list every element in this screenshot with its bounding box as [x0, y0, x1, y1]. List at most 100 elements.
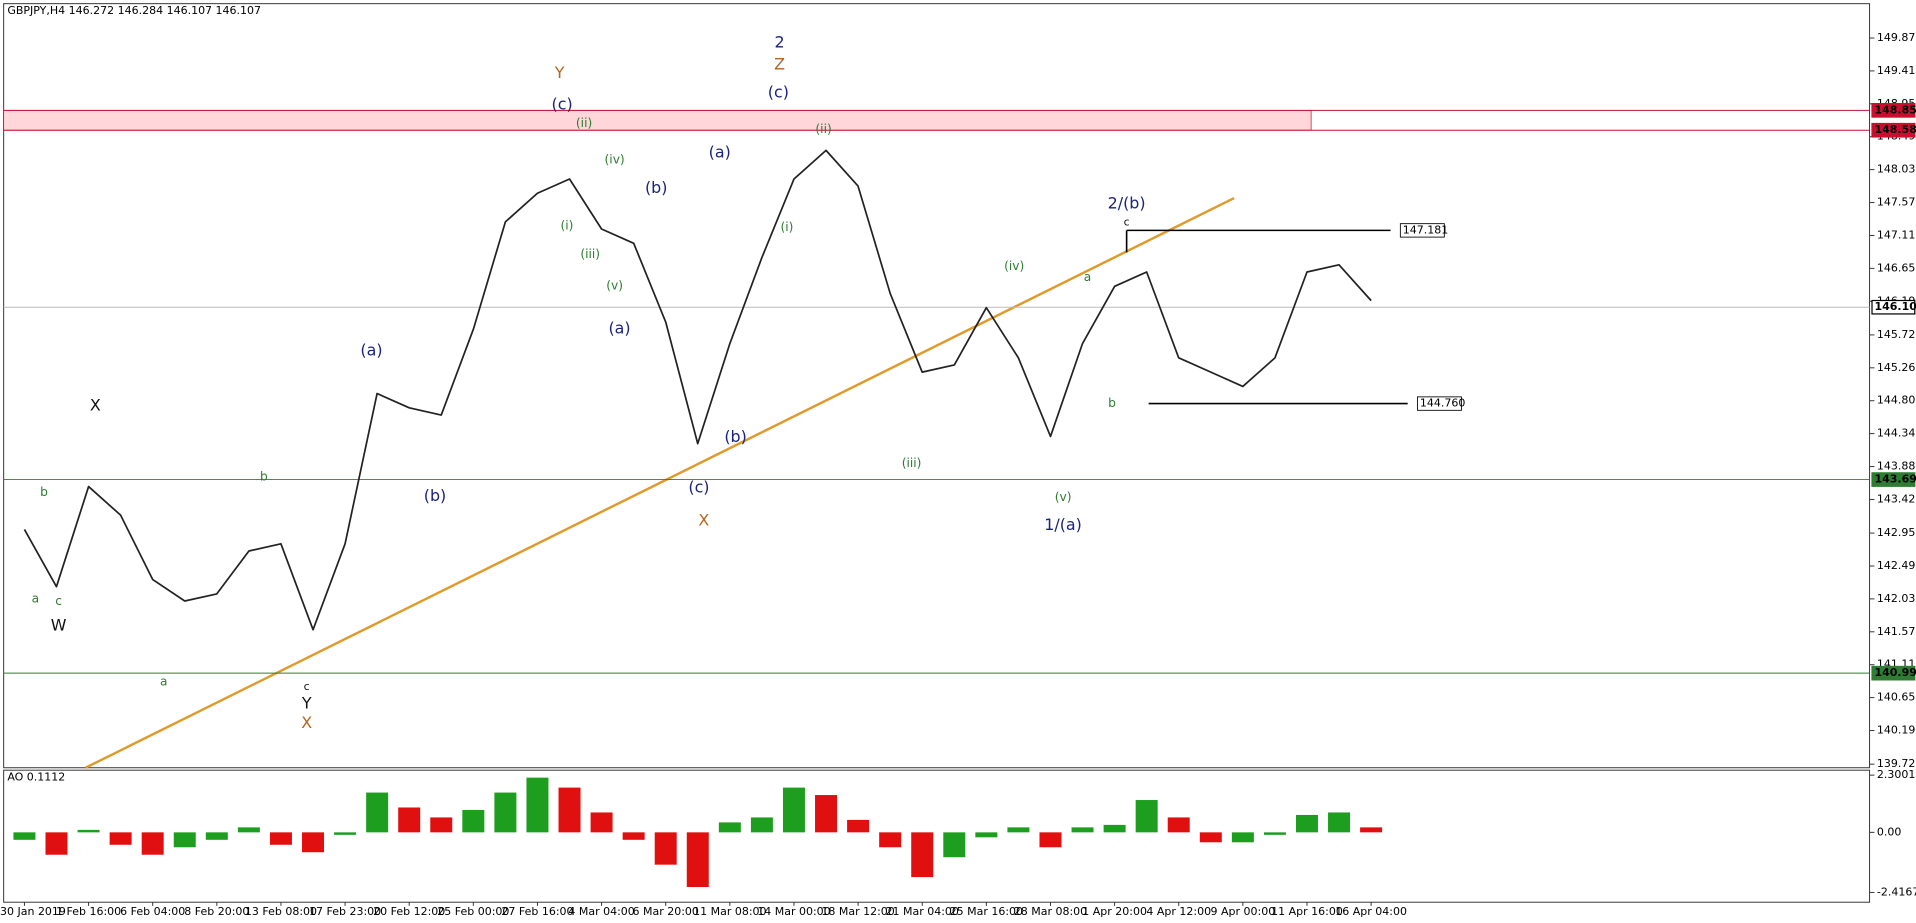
x-tick-label: 30 Jan 2019 — [0, 905, 66, 918]
wave-label: b — [40, 485, 48, 499]
ao-bar — [622, 832, 645, 840]
x-tick-label: 11 Mar 08:00 — [693, 905, 766, 918]
wave-label: c — [1124, 215, 1130, 228]
y-tick-label: 140.650 — [1877, 691, 1916, 704]
wave-label: (b) — [724, 427, 746, 446]
wave-label: (b) — [424, 486, 446, 505]
level-label-box — [1871, 122, 1916, 138]
wave-label: (c) — [688, 477, 709, 496]
ao-bar — [1231, 832, 1254, 843]
ao-bar — [237, 827, 260, 833]
ao-bar — [1199, 832, 1222, 843]
marked-level-box — [1399, 223, 1445, 238]
main-panel — [3, 3, 1871, 769]
ao-bar — [334, 832, 357, 835]
wave-label: X — [698, 510, 709, 529]
ao-bar — [141, 832, 164, 855]
wave-label: Z — [774, 54, 785, 73]
price-line — [23, 149, 1372, 631]
y-tick-label: 144.340 — [1877, 427, 1916, 440]
ao-y-tick-label: 0.00 — [1877, 825, 1901, 838]
y-tick-label: 139.720 — [1877, 757, 1916, 770]
y-tick-label: 146.650 — [1877, 261, 1916, 274]
level-label-box — [1871, 299, 1916, 315]
ao-bar — [1263, 832, 1286, 835]
ao-bar — [430, 817, 453, 833]
ao-bar — [494, 792, 517, 833]
wave-label: (a) — [608, 318, 630, 337]
level-label: 148.859 — [1874, 103, 1916, 116]
wave-label: b — [260, 469, 268, 483]
wave-label: (iv) — [605, 153, 625, 167]
level-label: 143.698 — [1874, 473, 1916, 486]
x-tick-label: 27 Feb 16:00 — [501, 905, 573, 918]
y-tick-label: 141.570 — [1877, 625, 1916, 638]
wave-label: (i) — [780, 220, 793, 234]
x-tick-label: 21 Mar 04:00 — [886, 905, 959, 918]
resistance-zone — [3, 109, 1312, 131]
chart-title: GBPJPY,H4 146.272 146.284 146.107 146.10… — [7, 4, 261, 17]
x-tick-label: 11 Apr 16:00 — [1271, 905, 1343, 918]
ao-bar — [558, 787, 581, 833]
wave-label: c — [55, 594, 62, 608]
ao-bar — [1071, 827, 1094, 833]
wave-label: X — [301, 713, 312, 732]
ao-bar — [975, 832, 998, 838]
ao-bar — [1360, 827, 1383, 833]
x-tick-label: 20 Feb 12:00 — [373, 905, 445, 918]
wave-label: (i) — [561, 219, 574, 233]
ao-bar — [13, 832, 36, 840]
y-tick-label: 149.870 — [1877, 31, 1916, 44]
marked-level-label: 144.760 — [1420, 397, 1465, 410]
wave-label: W — [51, 615, 67, 634]
ao-bar — [526, 777, 549, 833]
x-tick-label: 25 Feb 00:00 — [437, 905, 509, 918]
ao-bar — [366, 792, 389, 833]
wave-label: (c) — [552, 95, 573, 114]
x-tick-label: 6 Mar 20:00 — [632, 905, 698, 918]
ao-bar — [45, 832, 68, 855]
ao-y-tick-label: -2.4167 — [1877, 885, 1916, 898]
wave-label: a — [32, 592, 39, 606]
ao-bar — [1135, 800, 1158, 833]
x-tick-label: 28 Mar 08:00 — [1014, 905, 1087, 918]
y-tick-label: 142.950 — [1877, 526, 1916, 539]
level-label-box — [1871, 472, 1916, 487]
wave-label: (b) — [645, 178, 667, 197]
ao-bar — [398, 807, 421, 833]
wave-label: X — [90, 395, 101, 414]
wave-label: c — [304, 680, 310, 693]
ao-title: AO 0.1112 — [7, 771, 65, 784]
ao-bar — [750, 817, 773, 833]
level-label: 140.992 — [1874, 666, 1916, 679]
y-tick-label: 145.720 — [1877, 328, 1916, 341]
x-tick-label: 1 Feb 16:00 — [56, 905, 121, 918]
x-tick-label: 6 Feb 04:00 — [120, 905, 185, 918]
trend-line — [84, 196, 1235, 769]
y-tick-label: 144.800 — [1877, 394, 1916, 407]
wave-label: (a) — [709, 142, 731, 161]
wave-label: b — [1108, 396, 1116, 410]
ao-bar — [847, 819, 870, 833]
y-tick-label: 143.880 — [1877, 460, 1916, 473]
wave-label: a — [1084, 270, 1091, 284]
ao-bar — [462, 809, 485, 833]
ao-bar — [1007, 827, 1030, 833]
wave-label: (v) — [1055, 490, 1072, 504]
ao-y-tick-label: 2.3001 — [1877, 768, 1915, 781]
y-tick-label: 147.110 — [1877, 228, 1916, 241]
wave-label: 2 — [775, 32, 785, 51]
ao-bar — [590, 812, 613, 833]
ao-bar — [77, 829, 100, 833]
wave-label: (iii) — [580, 247, 600, 261]
ao-bar — [173, 832, 196, 848]
x-tick-label: 4 Apr 12:00 — [1146, 905, 1211, 918]
wave-label: (iv) — [1004, 259, 1024, 273]
y-tick-label: 147.570 — [1877, 196, 1916, 209]
y-tick-label: 148.030 — [1877, 163, 1916, 176]
x-tick-label: 14 Mar 00:00 — [757, 905, 830, 918]
ao-bar — [1328, 812, 1351, 833]
y-tick-label: 142.490 — [1877, 559, 1916, 572]
wave-label: (ii) — [576, 116, 592, 130]
